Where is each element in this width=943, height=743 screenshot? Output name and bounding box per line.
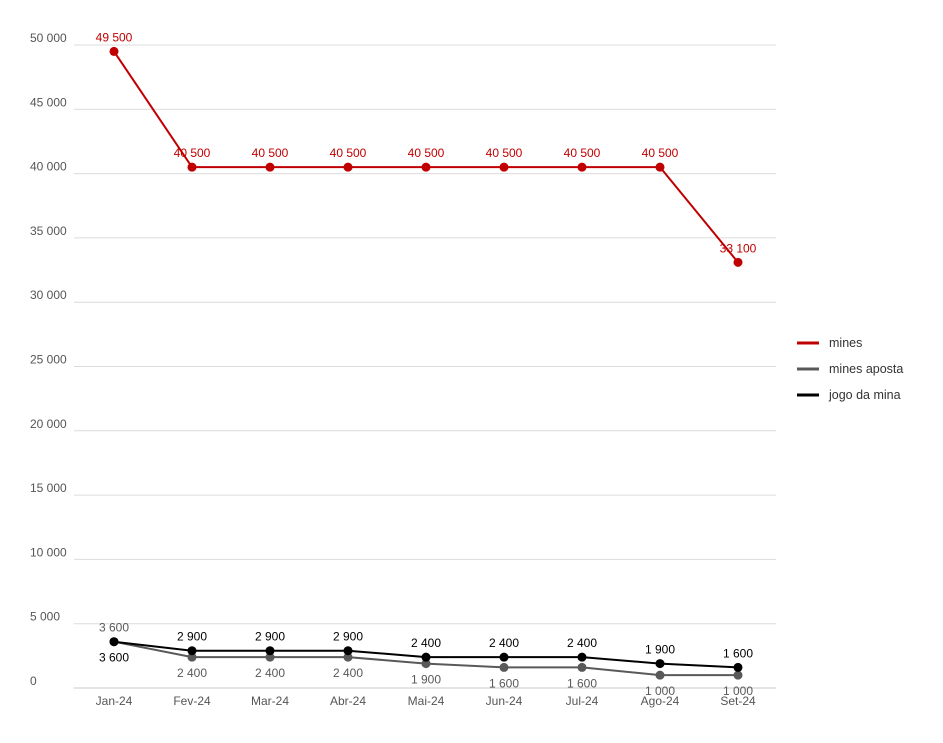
gridlines — [74, 44, 776, 689]
x-tick-label: Jan-24 — [96, 694, 133, 708]
data-label-mines: 40 500 — [486, 146, 523, 160]
data-label-mines: 40 500 — [330, 146, 367, 160]
data-point-mines-aposta — [499, 662, 509, 672]
data-point-mines — [109, 46, 119, 56]
data-label-mines-aposta: 1 000 — [723, 684, 753, 698]
legend: mines mines aposta jogo da mina — [797, 336, 903, 402]
data-point-jogo-da-mina — [655, 659, 665, 669]
data-point-mines-aposta — [343, 652, 353, 662]
data-label-mines: 40 500 — [408, 146, 445, 160]
data-point-mines-aposta — [733, 670, 743, 680]
data-label-jogo-da-mina: 1 600 — [723, 646, 753, 660]
y-tick-label: 15 000 — [30, 481, 67, 495]
data-label-mines: 40 500 — [252, 146, 289, 160]
data-label-jogo-da-mina: 2 400 — [567, 636, 597, 650]
legend-label: mines — [829, 336, 862, 350]
y-tick-label: 10 000 — [30, 545, 67, 559]
y-tick-label: 50 000 — [30, 31, 67, 45]
data-point-jogo-da-mina — [187, 646, 197, 656]
data-point-mines-aposta — [187, 652, 197, 662]
data-point-mines — [187, 162, 197, 172]
data-point-jogo-da-mina — [499, 652, 509, 662]
data-point-jogo-da-mina — [733, 662, 743, 672]
data-label-mines: 40 500 — [642, 146, 679, 160]
data-labels: 49 500 40 500 40 500 40 500 40 500 40 500 40 5… — [96, 30, 757, 698]
data-point-mines — [655, 162, 665, 172]
y-tick-label: 5 000 — [30, 610, 60, 624]
data-label-mines: 49 500 — [96, 30, 133, 44]
data-point-mines — [343, 162, 353, 172]
data-label-mines: 40 500 — [564, 146, 601, 160]
y-tick-label: 35 000 — [30, 224, 67, 238]
series-lines — [109, 46, 743, 680]
data-label-jogo-da-mina: 2 400 — [489, 636, 519, 650]
y-tick-label: 20 000 — [30, 417, 67, 431]
x-tick-label: Ago-24 — [641, 694, 680, 708]
data-label-jogo-da-mina: 2 900 — [255, 630, 285, 644]
data-label-mines: 33 100 — [720, 241, 757, 255]
x-tick-label: Fev-24 — [173, 694, 211, 708]
y-tick-label: 25 000 — [30, 353, 67, 367]
data-point-mines — [733, 257, 743, 267]
data-point-jogo-da-mina — [265, 646, 275, 656]
data-point-jogo-da-mina — [421, 652, 431, 662]
data-point-jogo-da-mina — [577, 652, 587, 662]
data-label-mines-aposta: 1 000 — [645, 684, 675, 698]
data-label-mines-aposta: 2 400 — [255, 666, 285, 680]
y-tick-label: 40 000 — [30, 160, 67, 174]
data-label-mines-aposta: 1 900 — [411, 673, 441, 687]
data-label-jogo-da-mina: 2 900 — [333, 630, 363, 644]
x-tick-label: Jul-24 — [566, 694, 599, 708]
data-label-jogo-da-mina: 3 600 — [99, 651, 129, 665]
y-tick-label: 0 — [30, 674, 37, 688]
x-tick-label: Jun-24 — [486, 694, 523, 708]
y-axis-ticks: 0 5 000 10 000 15 000 20 000 25 000 30 000 35 0… — [30, 31, 67, 688]
data-label-mines-aposta: 1 600 — [567, 676, 597, 690]
y-tick-label: 45 000 — [30, 95, 67, 109]
x-axis-ticks: Jan-24 Fev-24 Mar-24 Abr-24 Mai-24 Jun-24 Jul-… — [96, 694, 756, 708]
data-point-mines — [265, 162, 275, 172]
data-label-mines-aposta: 2 400 — [333, 666, 363, 680]
x-tick-label: Mar-24 — [251, 694, 289, 708]
legend-label: mines aposta — [829, 362, 903, 376]
data-label-jogo-da-mina: 2 900 — [177, 630, 207, 644]
data-point-mines-aposta — [577, 662, 587, 672]
data-point-jogo-da-mina — [109, 637, 119, 647]
x-tick-label: Mai-24 — [408, 694, 445, 708]
data-point-mines-aposta — [655, 670, 665, 680]
data-point-mines — [577, 162, 587, 172]
data-point-jogo-da-mina — [343, 646, 353, 656]
data-label-mines-aposta: 2 400 — [177, 666, 207, 680]
x-tick-label: Set-24 — [720, 694, 756, 708]
data-point-mines-aposta — [421, 659, 431, 669]
data-point-mines — [421, 162, 431, 172]
data-point-mines — [499, 162, 509, 172]
data-label-jogo-da-mina: 2 400 — [411, 636, 441, 650]
y-tick-label: 30 000 — [30, 288, 67, 302]
data-label-mines-aposta: 1 600 — [489, 676, 519, 690]
x-tick-label: Abr-24 — [330, 694, 366, 708]
data-label-mines-aposta: 3 600 — [99, 621, 129, 635]
legend-label: jogo da mina — [828, 388, 901, 402]
data-label-mines: 40 500 — [174, 146, 211, 160]
data-point-mines-aposta — [265, 652, 275, 662]
data-label-jogo-da-mina: 1 900 — [645, 643, 675, 657]
